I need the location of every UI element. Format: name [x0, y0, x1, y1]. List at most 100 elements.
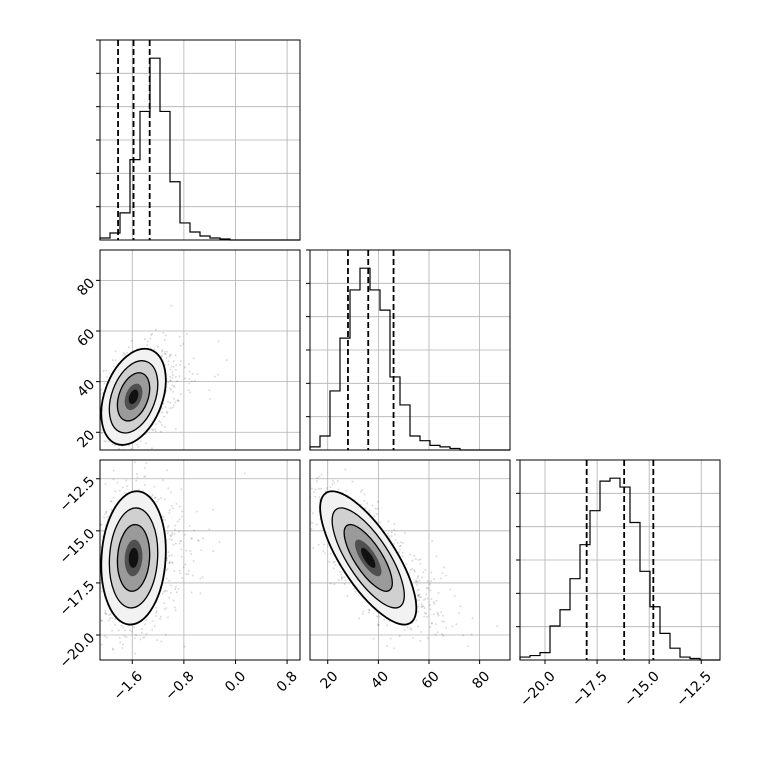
sample-point: [98, 408, 100, 410]
sample-point: [174, 354, 177, 357]
sample-point: [173, 386, 176, 389]
sample-point: [390, 535, 393, 538]
joint-panel-1-2: [303, 459, 511, 661]
sample-point: [172, 599, 175, 602]
sample-point: [243, 472, 246, 475]
sample-point: [415, 619, 418, 622]
density-contour: [361, 547, 376, 568]
sample-point: [413, 569, 416, 572]
sample-point: [428, 583, 431, 586]
sample-point: [178, 335, 181, 338]
sample-point: [316, 476, 319, 479]
sample-point: [366, 502, 369, 505]
sample-point: [163, 590, 166, 593]
sample-point: [105, 440, 108, 443]
sample-point: [378, 615, 381, 618]
x-tick-label: −0.8: [162, 668, 197, 703]
sample-point: [168, 555, 171, 558]
sample-point: [94, 456, 96, 458]
sample-point: [188, 524, 191, 527]
sample-point: [179, 360, 182, 363]
sample-point: [170, 365, 173, 368]
sample-point: [108, 619, 111, 622]
sample-point: [154, 429, 157, 432]
sample-point: [167, 400, 170, 403]
sample-point: [155, 610, 158, 613]
sample-point: [178, 569, 181, 572]
sample-point: [159, 615, 162, 618]
sample-point: [329, 582, 332, 585]
sample-point: [177, 399, 180, 402]
sample-point: [169, 379, 172, 382]
sample-point: [190, 380, 193, 383]
sample-point: [122, 354, 125, 357]
sample-point: [208, 528, 211, 531]
sample-point: [155, 614, 158, 617]
sample-point: [169, 354, 172, 357]
sample-point: [409, 553, 412, 556]
sample-point: [149, 337, 152, 340]
sample-point: [413, 554, 416, 557]
sample-point: [417, 595, 420, 598]
sample-point: [179, 363, 182, 366]
sample-point: [418, 593, 421, 596]
sample-point: [430, 622, 433, 625]
sample-point: [174, 428, 177, 431]
sample-point: [390, 531, 393, 534]
sample-point: [100, 619, 103, 622]
y-tick-label: 40: [74, 377, 98, 401]
x-tick-label: −1.6: [111, 668, 146, 703]
sample-point: [413, 570, 416, 573]
sample-point: [105, 375, 108, 378]
sample-point: [166, 532, 169, 535]
sample-point: [172, 365, 175, 368]
sample-point: [192, 560, 195, 563]
sample-point: [157, 498, 160, 501]
sample-point: [318, 496, 321, 499]
sample-point: [441, 572, 444, 575]
sample-point: [368, 509, 371, 512]
sample-point: [121, 643, 124, 646]
sample-point: [451, 625, 454, 628]
sample-point: [496, 625, 499, 628]
sample-point: [97, 412, 99, 414]
sample-point: [213, 375, 216, 378]
sample-point: [396, 542, 399, 545]
sample-point: [441, 620, 444, 623]
sample-point: [158, 420, 161, 423]
sample-point: [212, 508, 215, 511]
sample-point: [424, 597, 427, 600]
sample-point: [303, 474, 305, 476]
sample-point: [305, 517, 307, 519]
sample-point: [88, 426, 90, 428]
sample-point: [218, 540, 221, 543]
sample-point: [109, 613, 112, 616]
sample-point: [154, 428, 157, 431]
sample-point: [417, 594, 420, 597]
sample-point: [364, 507, 367, 510]
sample-point: [401, 551, 404, 554]
sample-point: [162, 516, 165, 519]
sample-point: [200, 549, 203, 552]
sample-point: [95, 412, 97, 414]
sample-point: [376, 507, 379, 510]
sample-point: [332, 561, 335, 564]
sample-point: [425, 593, 428, 596]
joint-content: [303, 468, 499, 650]
sample-point: [410, 628, 413, 631]
sample-point: [92, 563, 94, 565]
sample-point: [333, 481, 336, 484]
sample-point: [93, 376, 95, 378]
sample-point: [171, 384, 174, 387]
sample-point: [419, 562, 422, 565]
sample-point: [171, 561, 174, 564]
sample-point: [167, 551, 170, 554]
sample-point: [109, 500, 112, 503]
sample-point: [170, 538, 173, 541]
sample-point: [331, 483, 334, 486]
sample-point: [90, 427, 92, 429]
sample-point: [440, 611, 443, 614]
sample-point: [359, 490, 362, 493]
sample-point: [165, 469, 168, 472]
sample-point: [140, 627, 143, 630]
